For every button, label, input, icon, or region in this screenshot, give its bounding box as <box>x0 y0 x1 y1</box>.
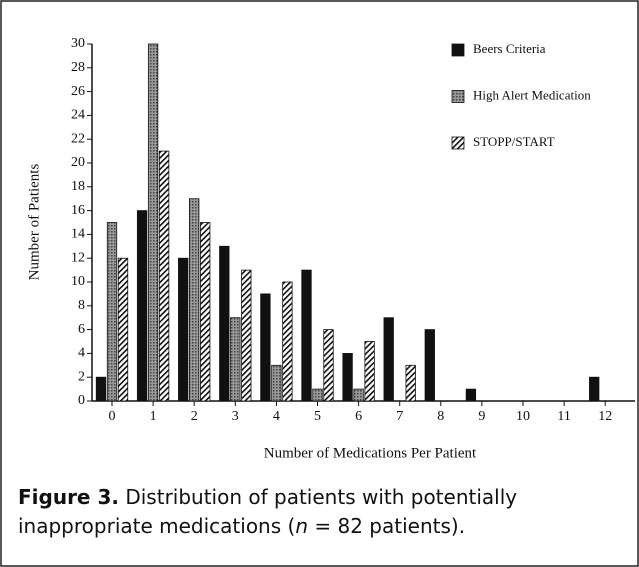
bar <box>353 388 364 402</box>
bar <box>323 329 334 402</box>
caption-text: Distribution of patients with potentiall… <box>125 485 517 509</box>
bar <box>405 364 416 402</box>
bar <box>301 269 312 402</box>
caption-rest: = 82 patients). <box>308 514 465 538</box>
y-axis-label: Number of Patients <box>26 164 42 281</box>
y-tick-label: 18 <box>71 179 85 194</box>
y-tick-label: 24 <box>71 108 85 123</box>
bar <box>147 43 159 402</box>
bar <box>106 222 118 402</box>
bar <box>465 388 477 402</box>
x-tick-label: 8 <box>437 409 444 424</box>
caption-label: Figure 3. <box>18 485 119 509</box>
legend-swatch <box>451 43 465 57</box>
bar <box>117 257 129 402</box>
bar <box>136 210 148 402</box>
bar <box>260 293 271 402</box>
y-tick-label: 8 <box>78 298 85 313</box>
y-tick-label: 0 <box>78 393 85 408</box>
y-tick-label: 28 <box>71 60 85 75</box>
legend-label: Beers Criteria <box>473 41 546 56</box>
legend-swatch <box>451 136 465 150</box>
y-tick-label: 16 <box>71 203 85 218</box>
bar <box>230 317 241 402</box>
caption-line2: inappropriate medications (n = 82 patien… <box>18 514 465 538</box>
caption: Figure 3. Distribution of patients with … <box>18 485 517 509</box>
bar <box>219 245 230 402</box>
x-tick-label: 12 <box>598 409 612 424</box>
x-tick-label: 10 <box>516 409 530 424</box>
bar <box>241 269 252 402</box>
bar <box>589 376 600 402</box>
x-tick-label: 6 <box>355 409 362 424</box>
bar <box>383 317 394 402</box>
legend-label: High Alert Medication <box>473 87 591 102</box>
caption-n: n <box>295 514 308 538</box>
bar <box>342 352 353 402</box>
bar <box>424 329 435 402</box>
x-tick-label: 3 <box>232 409 239 424</box>
legend-label: STOPP/START <box>473 134 555 149</box>
x-tick-label: 0 <box>109 409 116 424</box>
y-tick-label: 4 <box>78 346 85 361</box>
bar <box>271 364 282 402</box>
y-tick-label: 30 <box>71 36 85 51</box>
y-tick-label: 6 <box>78 322 85 337</box>
x-tick-label: 7 <box>396 409 403 424</box>
bar <box>95 376 107 402</box>
bar <box>189 198 200 402</box>
bar <box>282 281 293 402</box>
x-axis-label: Number of Medications Per Patient <box>264 445 477 461</box>
x-tick-label: 2 <box>191 409 198 424</box>
y-tick-label: 26 <box>71 84 85 99</box>
x-tick-label: 1 <box>150 409 157 424</box>
bar <box>312 388 323 402</box>
y-tick-label: 12 <box>71 250 85 265</box>
y-tick-label: 22 <box>71 131 85 146</box>
y-tick-label: 10 <box>71 274 85 289</box>
y-tick-label: 14 <box>71 227 85 242</box>
bar <box>178 257 189 402</box>
x-tick-label: 9 <box>478 409 485 424</box>
legend-swatch <box>451 90 465 103</box>
bar <box>200 222 211 402</box>
bar <box>364 341 375 402</box>
x-tick-label: 5 <box>314 409 321 424</box>
bar <box>158 150 170 402</box>
x-tick-label: 4 <box>273 409 280 424</box>
caption-text-cont: inappropriate medications ( <box>18 514 295 538</box>
y-tick-label: 2 <box>78 369 85 384</box>
x-tick-label: 11 <box>557 409 570 424</box>
y-tick-label: 20 <box>71 155 85 170</box>
